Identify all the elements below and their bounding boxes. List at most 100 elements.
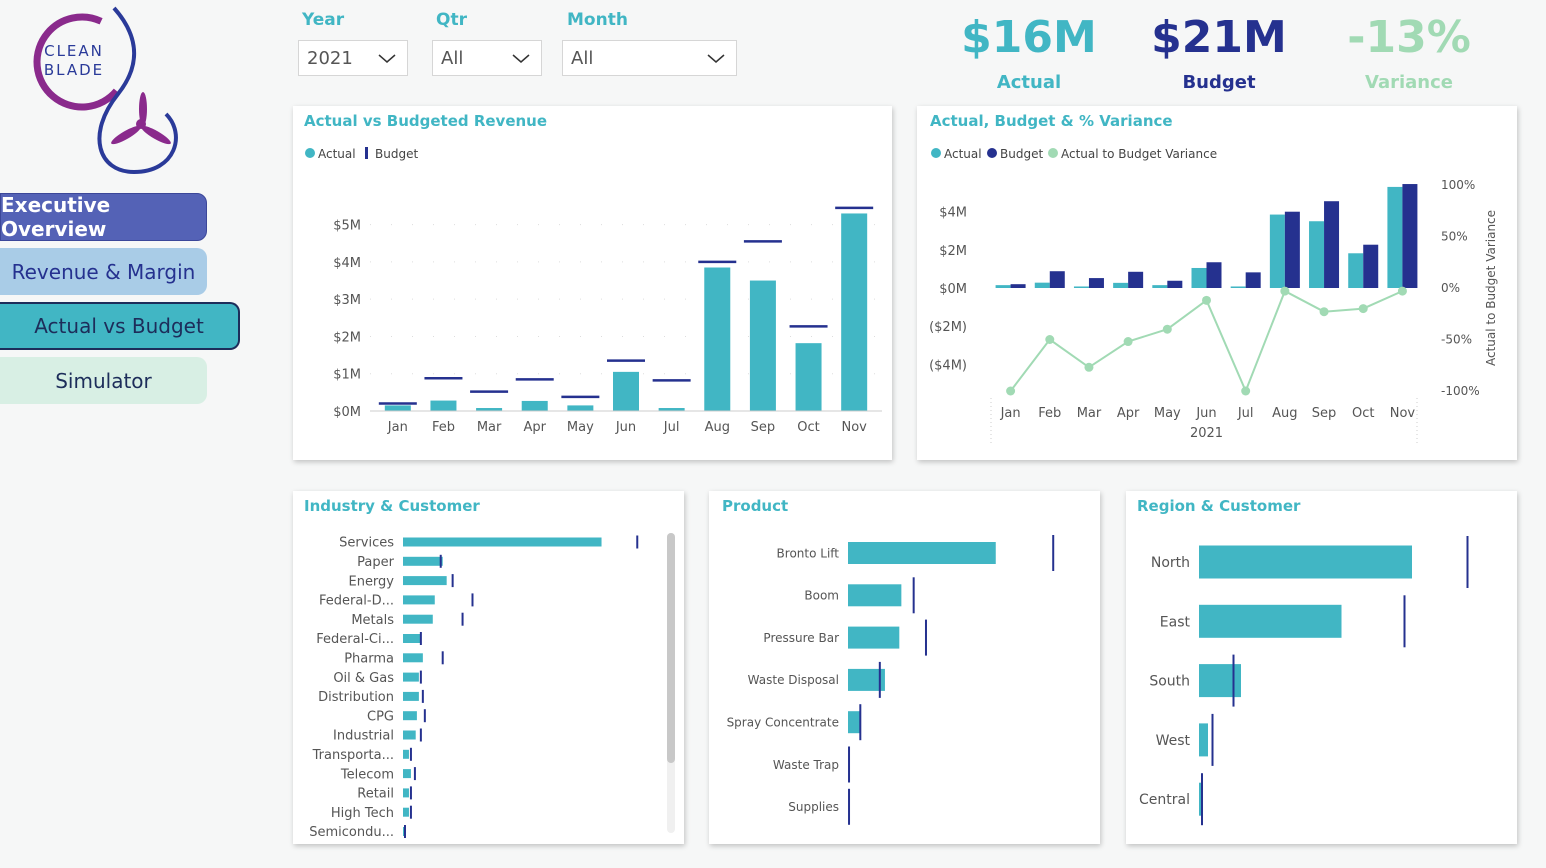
- budget-bar: [1010, 284, 1026, 288]
- year-dropdown[interactable]: 2021: [298, 40, 408, 76]
- actual-bar: [1199, 664, 1241, 698]
- region-chart-card: Region & Customer North East South West Cent…: [1126, 491, 1517, 844]
- x-tick-label: Jul: [1237, 406, 1254, 421]
- logo-ring: [33, 13, 131, 111]
- actual-bar: [403, 807, 409, 817]
- chevron-down-icon: [378, 54, 396, 63]
- x-tick-label: May: [1154, 406, 1181, 421]
- actual-bar: [1309, 221, 1325, 288]
- nav-actual-vs-budget-label: Actual vs Budget: [34, 314, 204, 338]
- actual-bar: [403, 634, 421, 643]
- category-label: High Tech: [331, 806, 394, 821]
- month-dropdown[interactable]: All: [562, 40, 737, 76]
- month-label: Month: [567, 10, 628, 30]
- y2-axis-title: Actual to Budget Variance: [1484, 210, 1498, 366]
- region-chart-title: Region & Customer: [1137, 497, 1301, 515]
- y2-tick-label: 50%: [1441, 230, 1468, 244]
- category-label: Supplies: [788, 800, 839, 814]
- revenue-chart-title: Actual vs Budgeted Revenue: [304, 112, 548, 130]
- industry-scrollbar-thumb[interactable]: [667, 533, 675, 763]
- x-tick-label: Jul: [663, 420, 680, 435]
- y2-tick-label: -100%: [1441, 384, 1480, 398]
- x-tick-label: Jan: [1000, 406, 1021, 421]
- variance-point: [1045, 335, 1055, 344]
- category-label: Waste Disposal: [748, 673, 839, 687]
- variance-point: [1358, 304, 1368, 314]
- kpi-actual-label: Actual: [996, 72, 1062, 93]
- region-chart[interactable]: North East South West Central: [1126, 491, 1517, 844]
- category-label: Federal-D...: [319, 594, 394, 609]
- product-chart[interactable]: Bronto Lift Boom Pressure Bar Waste Disposa…: [709, 491, 1100, 844]
- industry-chart[interactable]: Services Paper Energy Federal-D... Metals Fed…: [293, 491, 684, 844]
- actual-bar: [995, 285, 1011, 288]
- actual-bar: [848, 668, 885, 691]
- actual-bar: [848, 584, 902, 607]
- category-label: Spray Concentrate: [727, 716, 839, 730]
- category-label: Federal-Ci...: [316, 632, 394, 647]
- qtr-label: Qtr: [436, 10, 467, 30]
- actual-bar: [841, 213, 868, 411]
- x-tick-label: Sep: [1312, 406, 1337, 421]
- budget-bar: [1284, 211, 1300, 288]
- y-tick-label: ($2M): [929, 320, 967, 335]
- actual-bar: [704, 267, 731, 411]
- category-label: Pharma: [344, 651, 394, 666]
- year-label: Year: [302, 10, 345, 30]
- industry-scrollbar-track[interactable]: [667, 533, 675, 833]
- x-tick-label: May: [567, 420, 594, 435]
- actual-bar: [403, 769, 411, 779]
- qtr-dropdown[interactable]: All: [432, 40, 542, 76]
- legend-budget-marker: [365, 147, 368, 159]
- y-tick-label: $4M: [939, 206, 967, 221]
- actual-bar: [1269, 214, 1285, 288]
- actual-bar: [403, 711, 417, 721]
- legend-budget-label: Budget: [375, 147, 418, 161]
- category-label: Central: [1139, 792, 1190, 808]
- budget-bar: [1245, 272, 1261, 288]
- y-tick-label: $2M: [939, 244, 967, 259]
- actual-bar: [1199, 782, 1202, 816]
- x-tick-label: Aug: [1272, 406, 1297, 421]
- legend-actual-marker: [931, 148, 941, 158]
- category-label: Industrial: [333, 729, 394, 744]
- year-value: 2021: [307, 47, 353, 69]
- y-tick-label: $4M: [333, 256, 361, 271]
- nav-revenue-margin[interactable]: Revenue & Margin: [0, 248, 207, 295]
- month-value: All: [571, 47, 594, 69]
- x-tick-label: Jun: [1195, 406, 1216, 421]
- actual-bar: [848, 711, 861, 734]
- y2-tick-label: 0%: [1441, 281, 1460, 295]
- category-label: Transporta...: [312, 748, 394, 763]
- budget-bar: [1363, 244, 1379, 288]
- nav-simulator[interactable]: Simulator: [0, 357, 207, 404]
- variance-point: [1397, 286, 1407, 296]
- actual-bar: [658, 408, 685, 411]
- actual-bar: [1073, 286, 1089, 288]
- category-label: South: [1149, 674, 1190, 690]
- actual-bar: [848, 542, 996, 564]
- logo-text-line1: CLEAN: [44, 42, 104, 60]
- actual-bar: [403, 576, 447, 586]
- category-label: Retail: [357, 787, 394, 802]
- category-label: Oil & Gas: [333, 671, 394, 686]
- variance-point: [1202, 295, 1211, 305]
- actual-bar: [1199, 723, 1208, 757]
- revenue-chart[interactable]: Actual Budget $0M $1M $2M $3M $4M $5M Jan Feb Mar A…: [293, 106, 892, 460]
- category-label: Services: [339, 536, 394, 551]
- actual-bar: [403, 788, 409, 798]
- actual-bar: [403, 749, 409, 759]
- nav-actual-vs-budget[interactable]: Actual vs Budget: [0, 302, 240, 350]
- actual-bar: [403, 672, 419, 682]
- x-tick-label: Jan: [387, 420, 408, 435]
- variance-point: [1241, 386, 1251, 396]
- kpi-variance-label: Variance: [1365, 72, 1453, 93]
- budget-bar: [1128, 271, 1144, 288]
- y2-tick-label: -50%: [1441, 333, 1472, 347]
- x-tick-label: Nov: [1390, 406, 1416, 421]
- variance-chart[interactable]: Actual Budget Actual to Budget Variance $4M…: [917, 106, 1517, 460]
- kpi-budget-label: Budget: [1182, 72, 1256, 93]
- category-label: Bronto Lift: [777, 546, 840, 560]
- industry-chart-card: Industry & Customer Services Paper Energy F…: [293, 491, 684, 844]
- turbine-icon: [111, 92, 171, 145]
- nav-executive-overview[interactable]: Executive Overview: [0, 193, 207, 241]
